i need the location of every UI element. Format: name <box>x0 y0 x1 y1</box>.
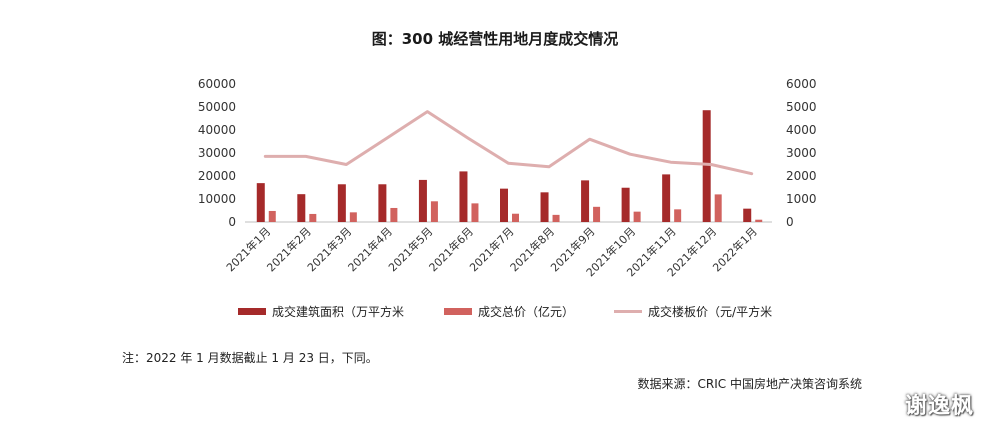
bar-total-price <box>512 213 519 222</box>
bar-area <box>378 184 387 222</box>
bar-total-price <box>390 207 398 222</box>
right-axis-tick-label: 5000 <box>786 100 817 114</box>
left-axis-tick-label: 40000 <box>198 123 236 137</box>
right-axis-tick-label: 0 <box>786 215 794 229</box>
right-axis-tick-label: 1000 <box>786 192 817 206</box>
left-axis-tick-label: 50000 <box>198 100 236 114</box>
bar-area <box>297 194 306 222</box>
x-axis-tick-label: 2022年1月 <box>710 224 760 274</box>
bar-total-price <box>349 212 357 222</box>
bar-total-price <box>268 210 276 222</box>
bar-area <box>621 187 630 222</box>
bar-area <box>581 180 590 222</box>
right-axis-tick-label: 3000 <box>786 146 817 160</box>
bar-area <box>337 184 346 222</box>
left-axis-tick-label: 10000 <box>198 192 236 206</box>
left-axis-tick-label: 0 <box>228 215 236 229</box>
bar-area <box>459 171 468 222</box>
right-axis-tick-label: 4000 <box>786 123 817 137</box>
bar-total-price <box>430 201 438 222</box>
left-axis-tick-label: 60000 <box>198 77 236 91</box>
line-floor-price <box>263 110 754 176</box>
bar-area <box>256 183 265 222</box>
bar-total-price <box>593 206 601 222</box>
legend-swatch-area <box>238 308 266 315</box>
chart-title: 图：300 城经营性用地月度成交情况 <box>371 30 619 48</box>
chart-footnote: 注：2022 年 1 月数据截止 1 月 23 日，下同。 <box>122 351 378 365</box>
legend-item-area: 成交建筑面积（万平方米 <box>238 303 404 320</box>
right-axis-tick-label: 6000 <box>786 77 817 91</box>
bar-area <box>500 188 508 222</box>
bar-total-price <box>755 219 763 222</box>
legend-label-area: 成交建筑面积（万平方米 <box>272 305 405 319</box>
legend-label-total-price: 成交总价（亿元） <box>478 305 575 319</box>
bar-area <box>662 174 671 222</box>
data-source: 数据来源：CRIC 中国房地产决策咨询系统 <box>637 377 862 391</box>
bar-area <box>540 192 549 222</box>
bar-total-price <box>714 194 722 222</box>
bar-area <box>702 110 711 222</box>
chart-legend: 成交建筑面积（万平方米 成交总价（亿元） 成交楼板价（元/平方米 <box>238 303 812 320</box>
legend-item-floor-price: 成交楼板价（元/平方米 <box>614 303 772 320</box>
bar-area <box>418 179 427 222</box>
bar-total-price <box>309 213 317 222</box>
bar-total-price <box>471 203 479 222</box>
legend-item-total-price: 成交总价（亿元） <box>444 303 574 320</box>
left-axis-tick-label: 30000 <box>198 146 236 160</box>
watermark: 谢逸枫 <box>904 394 974 419</box>
bar-total-price <box>674 209 682 222</box>
left-axis-tick-label: 20000 <box>198 169 236 183</box>
bar-area <box>743 208 752 222</box>
bar-total-price <box>552 214 560 222</box>
legend-swatch-total-price <box>444 308 473 315</box>
legend-label-floor-price: 成交楼板价（元/平方米 <box>648 305 773 319</box>
bar-total-price <box>633 211 641 222</box>
right-axis-tick-label: 2000 <box>786 169 817 183</box>
legend-line-floor-price <box>614 310 643 313</box>
